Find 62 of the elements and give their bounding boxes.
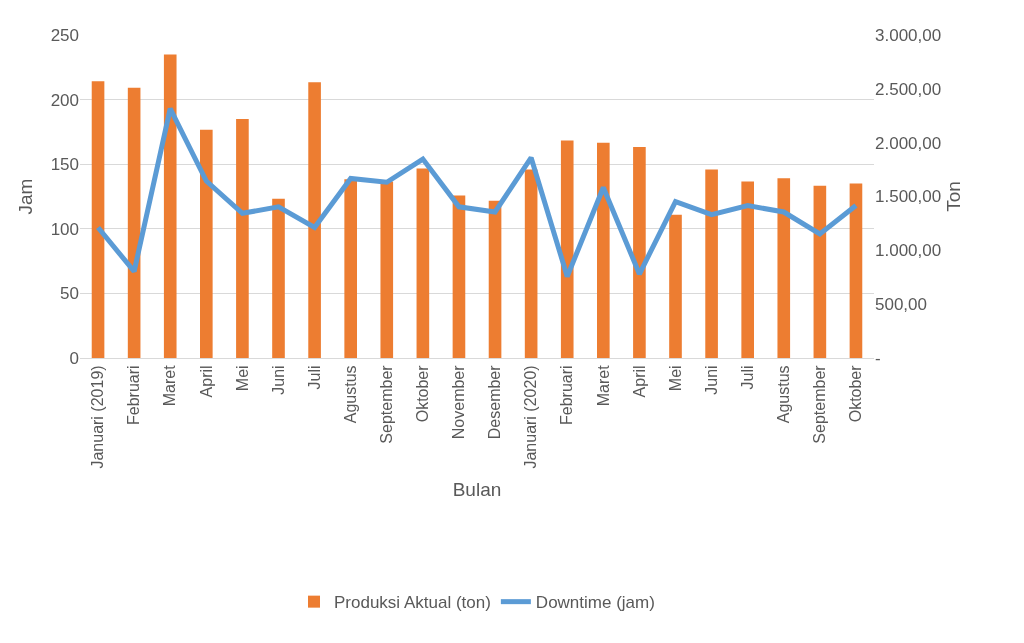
x-tick-label: September: [811, 364, 829, 444]
bar: [344, 179, 357, 358]
bar: [452, 195, 466, 358]
x-tick-label: Desember: [486, 364, 504, 440]
bar: [813, 185, 827, 358]
bar: [200, 129, 213, 358]
y2-tick-label: 3.000,00: [875, 25, 942, 45]
bar: [163, 54, 177, 358]
x-tick-label: Mei: [233, 365, 251, 392]
y-tick-label: 50: [60, 284, 79, 304]
legend-label: Produksi Aktual (ton): [334, 593, 491, 613]
bar: [272, 198, 285, 358]
bar: [633, 146, 646, 358]
x-tick-label: September: [377, 364, 395, 444]
y2-tick-label: 1.000,00: [875, 241, 942, 261]
bar: [127, 87, 141, 358]
bar: [524, 169, 538, 358]
y-tick-label: 250: [50, 25, 79, 45]
x-tick-label: Agustus: [341, 365, 359, 424]
x-tick-label: Januari (2020): [522, 365, 540, 469]
x-tick-label: Oktober: [414, 364, 432, 423]
bar: [705, 169, 718, 358]
x-tick-label: Juli: [305, 365, 323, 390]
y-tick-label: 200: [50, 90, 79, 110]
y-axis-title: Jam: [15, 178, 36, 215]
y2-tick-label: -: [875, 348, 881, 368]
legend-label: Downtime (jam): [535, 593, 655, 613]
y2-tick-label: 1.500,00: [875, 187, 942, 207]
y2-tick-label: 2.500,00: [875, 79, 942, 99]
x-tick-label: April: [630, 365, 648, 398]
y2-tick-label: 2.000,00: [875, 133, 942, 153]
x-axis-title: Bulan: [452, 479, 502, 501]
bar: [236, 118, 249, 358]
y2-tick-label: 500,00: [875, 295, 927, 315]
x-tick-label: Maret: [594, 364, 612, 407]
x-tick-label: Oktober: [847, 364, 865, 423]
x-tick-label: April: [197, 365, 215, 398]
y-tick-label: 100: [50, 219, 79, 239]
x-tick-label: Januari (2019): [89, 365, 107, 469]
x-tick-label: November: [450, 364, 468, 440]
bar: [669, 214, 682, 358]
y-tick-label: 150: [50, 155, 79, 175]
x-tick-label: Juni: [269, 365, 287, 395]
bar: [777, 178, 791, 358]
x-tick-label: Juli: [738, 365, 756, 390]
bar: [560, 140, 574, 358]
y2-axis-title: Ton: [943, 181, 965, 212]
x-tick-label: Juni: [702, 365, 720, 395]
x-tick-label: Maret: [161, 364, 179, 407]
x-tick-label: Februari: [558, 365, 576, 425]
bar: [488, 200, 502, 358]
bar: [416, 168, 430, 358]
bar: [380, 181, 394, 358]
x-tick-label: Mei: [666, 365, 684, 392]
bar: [849, 183, 863, 358]
x-tick-label: Agustus: [774, 365, 792, 424]
bar: [91, 81, 105, 358]
bar: [597, 142, 610, 358]
x-tick-label: Februari: [125, 365, 143, 425]
bar: [308, 82, 321, 358]
bar: [741, 181, 754, 358]
y-tick-label: 0: [69, 348, 79, 368]
